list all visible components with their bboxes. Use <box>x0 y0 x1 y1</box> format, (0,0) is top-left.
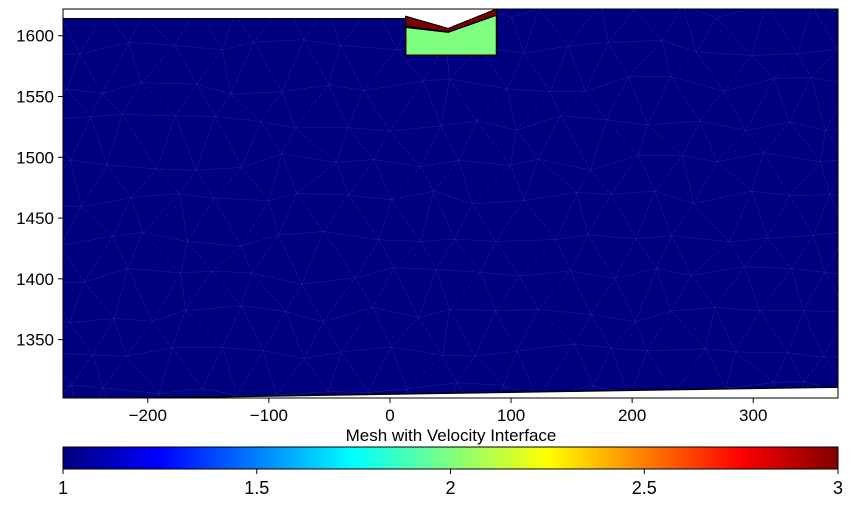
x-tick-label: 100 <box>497 406 525 425</box>
colorbar: 1 1.5 2 2.5 3 <box>58 446 843 498</box>
plot-frame <box>62 8 839 399</box>
colorbar-label: Mesh with Velocity Interface <box>346 426 557 445</box>
plot-area <box>62 8 839 400</box>
colorbar-bar <box>62 446 839 470</box>
colorbar-tick-label: 1.5 <box>244 478 269 498</box>
x-tick-label: 300 <box>739 406 767 425</box>
x-axis: −200 −100 0 100 200 300 <box>129 398 767 425</box>
y-axis: 1350 1400 1450 1500 1550 1600 <box>16 27 63 350</box>
velocity-features <box>63 9 838 398</box>
mesh-triangles <box>63 9 838 400</box>
velocity-crust-layer <box>405 9 498 33</box>
x-tick-label: 200 <box>618 406 646 425</box>
base-velocity-region <box>63 9 838 398</box>
y-tick-label: 1600 <box>16 27 54 46</box>
colorbar-ticks: 1 1.5 2 2.5 3 <box>58 469 843 498</box>
y-tick-label: 1350 <box>16 331 54 350</box>
x-tick-label: −100 <box>250 406 288 425</box>
y-tick-label: 1550 <box>16 88 54 107</box>
colorbar-tick-label: 2.5 <box>632 478 657 498</box>
x-tick-label: −200 <box>129 406 167 425</box>
x-tick-label: 0 <box>385 406 394 425</box>
colorbar-tick-label: 2 <box>445 478 455 498</box>
bottom-boundary <box>91 386 838 398</box>
colorbar-tick-label: 3 <box>833 478 843 498</box>
y-tick-label: 1400 <box>16 270 54 289</box>
colorbar-tick-label: 1 <box>58 478 68 498</box>
mesh-domain <box>63 9 838 398</box>
y-tick-label: 1450 <box>16 209 54 228</box>
mesh-lines <box>63 9 838 400</box>
y-tick-label: 1500 <box>16 148 54 167</box>
